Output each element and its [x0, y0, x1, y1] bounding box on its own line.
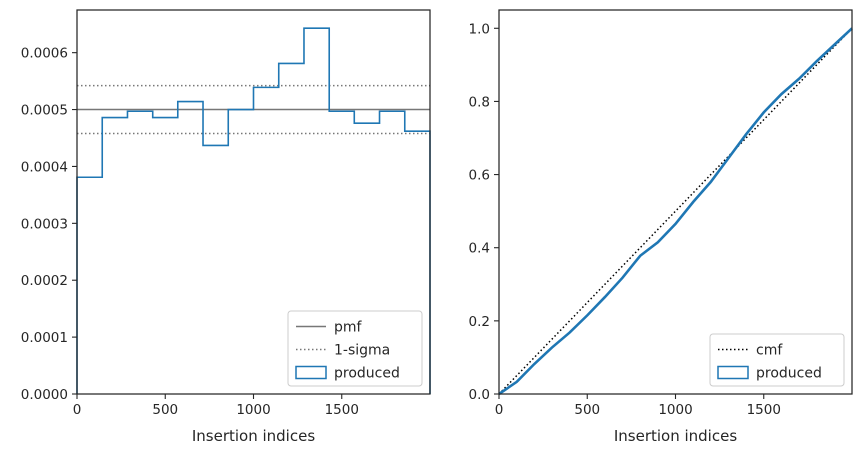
y-tick-label: 0.8	[469, 94, 490, 110]
histogram-chart: 0 500 1000 1500 0.00000.00010.00020.00030.0…	[21, 9, 431, 445]
legend-handle	[717, 365, 749, 380]
y-tick-label: 0.6	[469, 168, 490, 184]
x-tick-label: 1500	[325, 402, 359, 418]
x-tick-label: 500	[152, 402, 178, 418]
y-tick-label: 0.0002	[21, 273, 68, 289]
y-tick-label: 0.0000	[21, 387, 68, 403]
x-tick-label: 1500	[747, 402, 781, 418]
x-axis: 0 500 1000 1500	[73, 394, 359, 418]
x-tick-label: 0	[73, 402, 82, 418]
y-tick-label: 0.0001	[21, 330, 68, 346]
legend: pmf 1-sigma produced	[287, 310, 423, 387]
y-tick-label: 1.0	[469, 21, 490, 37]
y-tick-label: 0.0	[469, 387, 490, 403]
legend-label: 1-sigma	[334, 343, 390, 359]
y-tick-label: 0.2	[469, 314, 490, 330]
legend-box	[709, 333, 845, 387]
x-axis-label: Insertion indices	[192, 427, 315, 445]
produced-line	[498, 27, 853, 396]
y-tick-label: 0.0004	[21, 159, 68, 175]
x-tick-label: 1000	[236, 402, 270, 418]
y-tick-label: 0.0006	[21, 46, 68, 62]
y-tick-label: 0.0005	[21, 103, 68, 119]
legend-label: produced	[334, 366, 400, 382]
y-tick-label: 0.0003	[21, 216, 68, 232]
legend-handle	[295, 365, 327, 380]
histogram-step	[76, 27, 431, 394]
x-axis-label: Insertion indices	[614, 427, 737, 445]
histogram-marks	[76, 27, 431, 394]
x-axis: 0 500 1000 1500	[495, 394, 781, 418]
x-tick-label: 0	[495, 402, 504, 418]
legend-label: pmf	[334, 320, 363, 336]
legend-label: cmf	[756, 343, 783, 359]
legend-label: produced	[756, 366, 822, 382]
x-tick-label: 1000	[658, 402, 692, 418]
cmf-marks	[498, 27, 853, 396]
cmf-line	[498, 27, 853, 395]
y-axis: 0.0000 0.0001 0.0002 0.0003 0.0004 0.0005 0.00…	[21, 46, 77, 403]
x-tick-label: 500	[574, 402, 600, 418]
cmf-chart: 0 500 1000 1500 0.0 0.2 0.4 0.6 0.8 1.0 Insertio…	[469, 9, 853, 445]
legend: cmf produced	[709, 333, 845, 387]
y-tick-label: 0.4	[469, 241, 490, 257]
y-axis: 0.0 0.2 0.4 0.6 0.8 1.0	[469, 21, 499, 403]
